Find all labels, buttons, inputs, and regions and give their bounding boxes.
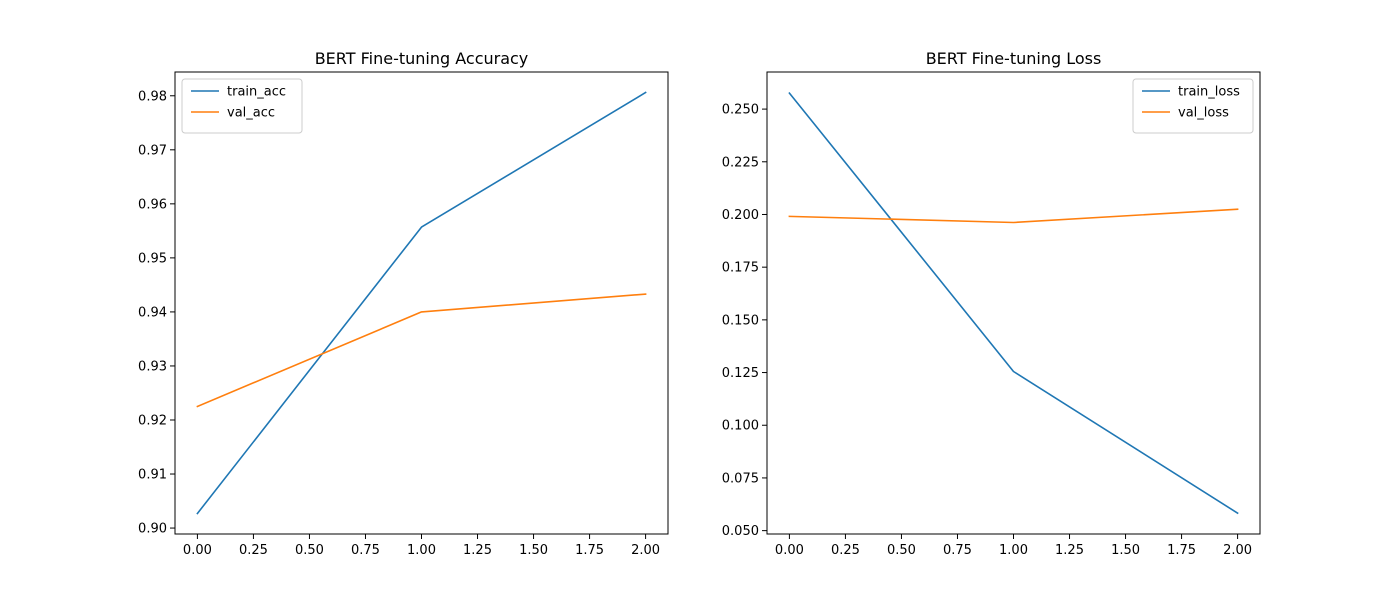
loss-chart-title: BERT Fine-tuning Loss: [926, 49, 1102, 68]
loss-x-tick-label: 1.00: [999, 543, 1028, 558]
loss-series-line-val-loss: [788, 208, 1239, 224]
loss-x-tick-label: 2.00: [1223, 543, 1252, 558]
accuracy-series-line-val-acc: [196, 293, 647, 408]
accuracy-x-tick-label: 0.50: [295, 543, 324, 558]
accuracy-x-tick-label: 0.25: [239, 543, 268, 558]
accuracy-x-tick-label: 0.00: [183, 543, 212, 558]
accuracy-x-tick-label: 1.00: [407, 543, 436, 558]
accuracy-x-tick-label: 1.50: [519, 543, 548, 558]
accuracy-y-tick-label: 0.96: [138, 197, 167, 212]
loss-y-tick-label: 0.075: [722, 471, 759, 486]
loss-plot-frame: [766, 71, 1261, 535]
loss-legend-label-train-loss: train_loss: [1178, 85, 1240, 100]
accuracy-plot-frame: [174, 71, 669, 535]
accuracy-legend-label-val-acc: val_acc: [227, 106, 275, 121]
loss-x-tick-label: 0.75: [943, 543, 972, 558]
loss-y-tick-label: 0.250: [722, 103, 759, 118]
loss-x-tick-label: 0.00: [775, 543, 804, 558]
accuracy-x-tick-label: 2.00: [631, 543, 660, 558]
loss-y-tick-label: 0.200: [722, 208, 759, 223]
loss-y-tick-label: 0.150: [722, 313, 759, 328]
loss-y-tick-label: 0.050: [722, 524, 759, 539]
accuracy-legend-label-train-acc: train_acc: [227, 85, 286, 100]
accuracy-x-tick-label: 1.75: [575, 543, 604, 558]
accuracy-series-line-train-acc: [196, 91, 647, 515]
loss-y-tick-label: 0.225: [722, 155, 759, 170]
loss-legend-box: [1132, 78, 1254, 134]
accuracy-legend: train_acc val_acc: [181, 78, 303, 134]
accuracy-y-tick-label: 0.90: [138, 522, 167, 537]
accuracy-y-tick-label: 0.91: [138, 468, 167, 483]
loss-x-tick-label: 1.50: [1111, 543, 1140, 558]
accuracy-y-tick-label: 0.97: [138, 143, 167, 158]
accuracy-y-tick-label: 0.94: [138, 305, 167, 320]
accuracy-x-tick-label: 1.25: [463, 543, 492, 558]
loss-x-tick-label: 1.25: [1055, 543, 1084, 558]
loss-chart: BERT Fine-tuning Loss 0.00 0.25 0.50 0.75 1.0…: [722, 49, 1261, 558]
loss-legend: train_loss val_loss: [1132, 78, 1254, 134]
loss-legend-label-val-loss: val_loss: [1178, 106, 1229, 121]
accuracy-chart-title: BERT Fine-tuning Accuracy: [315, 49, 529, 68]
accuracy-y-tick-label: 0.95: [138, 251, 167, 266]
loss-y-tick-label: 0.100: [722, 419, 759, 434]
loss-x-tick-label: 0.50: [887, 543, 916, 558]
accuracy-y-tick-label: 0.93: [138, 359, 167, 374]
loss-y-tick-label: 0.125: [722, 366, 759, 381]
accuracy-chart: BERT Fine-tuning Accuracy 0.00 0.25 0.50 0.7…: [138, 49, 669, 558]
loss-x-tick-label: 1.75: [1167, 543, 1196, 558]
loss-x-tick-label: 0.25: [831, 543, 860, 558]
accuracy-x-tick-label: 0.75: [351, 543, 380, 558]
loss-y-tick-label: 0.175: [722, 261, 759, 276]
accuracy-legend-box: [181, 78, 303, 134]
loss-series-line-train-loss: [788, 91, 1239, 515]
accuracy-y-tick-label: 0.98: [138, 89, 167, 104]
accuracy-y-tick-label: 0.92: [138, 413, 167, 428]
